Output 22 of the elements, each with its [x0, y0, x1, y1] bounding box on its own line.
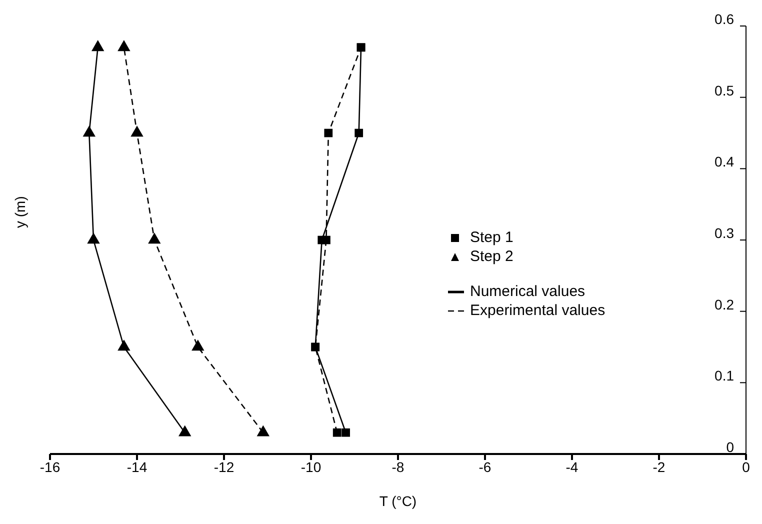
legend-label: Step 2 [470, 248, 514, 265]
x-tick-label: -14 [126, 458, 148, 475]
x-tick-label: -8 [392, 458, 404, 475]
y-axis-title: y (m) [12, 196, 28, 228]
x-tick-label: -6 [478, 458, 492, 475]
x-tick-label: -10 [300, 458, 322, 475]
legend-label: Experimental values [470, 302, 606, 319]
y-tick-label: 0.6 [714, 11, 734, 27]
y-tick-label: 0.1 [714, 368, 734, 384]
x-tick-label: -4 [566, 458, 578, 475]
x-tick-label: 0 [742, 458, 750, 475]
legend-label: Numerical values [470, 283, 586, 300]
x-tick-label: -12 [214, 458, 234, 475]
x-axis-title: T (°C) [379, 493, 417, 509]
y-tick-label: 0.4 [714, 154, 734, 170]
legend-label: Step 1 [470, 229, 514, 246]
x-tick-label: -16 [40, 458, 60, 475]
y-tick-label: 0.3 [714, 225, 734, 241]
y-tick-label: 0.2 [714, 296, 734, 312]
x-tick-label: -2 [652, 458, 666, 475]
y-tick-label: 0 [726, 439, 734, 455]
y-tick-label: 0.5 [714, 82, 734, 98]
